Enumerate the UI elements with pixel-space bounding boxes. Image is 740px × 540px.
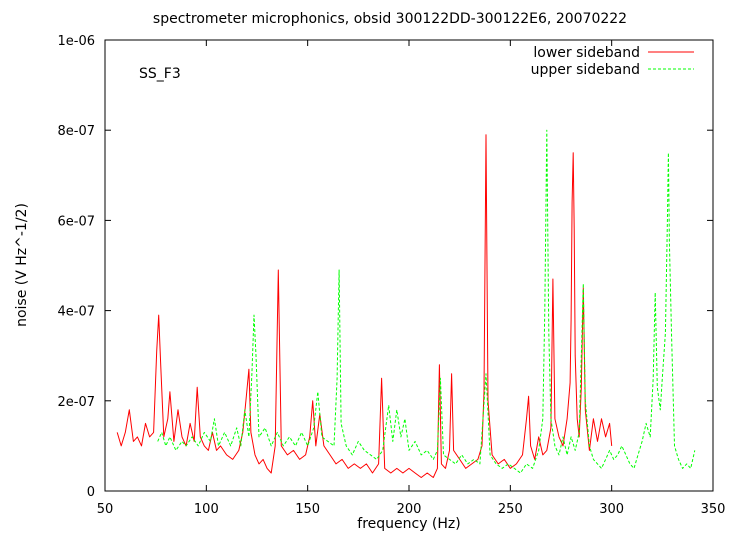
y-tick-label: 2e-07 [57, 395, 95, 410]
x-tick-label: 250 [498, 502, 523, 517]
chart-title: spectrometer microphonics, obsid 300122D… [153, 11, 627, 27]
x-tick-label: 350 [701, 502, 726, 517]
x-axis: 50 100 150 200 250 300 350 [97, 40, 726, 517]
panel-annotation: SS_F3 [139, 66, 181, 82]
x-tick-label: 200 [397, 502, 422, 517]
x-tick-label: 150 [295, 502, 320, 517]
legend-label-upper: upper sideband [531, 62, 640, 78]
plot-frame [104, 39, 714, 492]
y-axis: 0 2e-07 4e-07 6e-07 8e-07 1e-06 [57, 34, 713, 500]
series-line-lower-sideband [116, 134, 613, 478]
y-tick-label: 0 [87, 485, 95, 500]
y-tick-label: 1e-06 [57, 34, 95, 49]
x-tick-label: 300 [599, 502, 624, 517]
legend-label-lower: lower sideband [533, 45, 640, 61]
x-tick-label: 100 [194, 502, 219, 517]
y-tick-label: 6e-07 [57, 214, 95, 229]
y-tick-label: 4e-07 [57, 305, 95, 320]
y-tick-label: 8e-07 [57, 124, 95, 139]
x-axis-label: frequency (Hz) [357, 516, 460, 532]
plot-series-layer [116, 129, 696, 478]
series-line-upper-sideband [157, 129, 696, 474]
y-axis-label: noise (V Hz^-1/2) [14, 203, 30, 327]
x-tick-label: 50 [97, 502, 114, 517]
legend: lower sideband upper sideband [531, 45, 694, 78]
